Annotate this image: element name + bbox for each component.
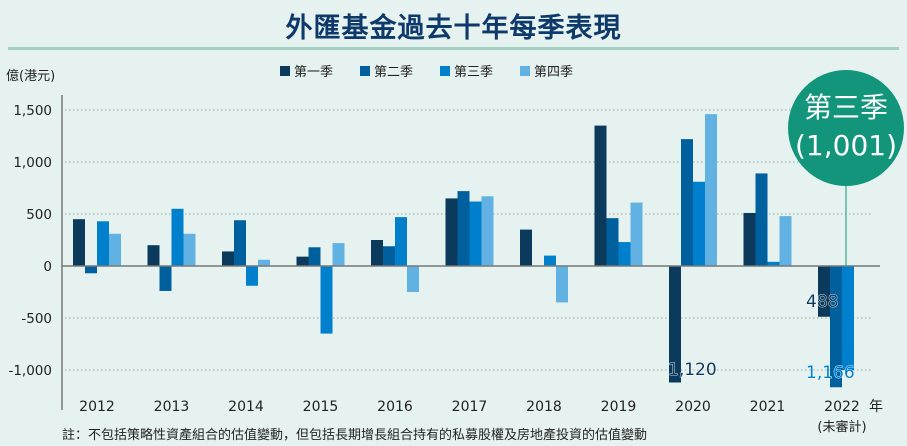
bar-2014-q2 <box>234 220 246 266</box>
bar-2015-q1 <box>296 256 309 266</box>
bar-2021-q3 <box>767 261 780 266</box>
legend-label: 第一季 <box>294 65 333 80</box>
bar-2014-q3 <box>246 266 258 286</box>
x-tick-label: 2020 <box>675 399 711 415</box>
bar-2021-q4 <box>779 216 792 266</box>
bar-2020-q2 <box>681 139 693 266</box>
data-label: 488 <box>806 292 838 312</box>
bar-2014-q1 <box>222 251 234 266</box>
x-tick-sublabel: (未審計) <box>817 419 866 435</box>
x-tick-label: 2017 <box>452 399 488 415</box>
bar-2017-q2 <box>457 191 470 266</box>
bar-2014-q4 <box>258 259 270 266</box>
x-tick-label: 2014 <box>228 399 264 415</box>
legend-label: 第三季 <box>454 65 493 80</box>
bar-2017-q1 <box>445 198 458 266</box>
x-tick-label: 2012 <box>79 399 115 415</box>
bar-2020-q3 <box>693 181 705 266</box>
legend-label: 第二季 <box>374 65 413 80</box>
bar-2017-q4 <box>481 196 494 266</box>
legend-swatch <box>440 66 450 76</box>
x-axis-label: 年 <box>869 399 883 415</box>
y-tick-label: 1,500 <box>13 103 52 119</box>
data-label: 1,166 <box>806 363 855 383</box>
bar-2013-q3 <box>171 208 184 266</box>
bar-2016-q3 <box>395 217 407 266</box>
legend-label: 第四季 <box>534 65 573 80</box>
bar-2012-q2 <box>85 266 97 274</box>
y-tick-label: -500 <box>21 311 52 327</box>
chart-title: 外匯基金過去十年每季表現 <box>285 13 622 44</box>
y-tick-label: 1,000 <box>13 155 52 171</box>
bar-2018-q1 <box>520 229 532 266</box>
bar-2021-q1 <box>743 212 756 266</box>
y-tick-label: -1,000 <box>8 363 52 379</box>
bar-2022-q1 <box>818 266 830 317</box>
legend-swatch <box>280 66 290 76</box>
y-axis-label: 億(港元) <box>6 68 55 84</box>
x-tick-label: 2021 <box>750 399 786 415</box>
callout-bubble <box>788 70 904 186</box>
title-divider <box>8 47 899 50</box>
bar-2017-q3 <box>469 201 482 266</box>
bar-2013-q2 <box>159 266 172 291</box>
y-tick-label: 500 <box>26 207 52 223</box>
bar-2015-q3 <box>320 266 333 334</box>
bar-2020-q1 <box>669 266 681 383</box>
bar-2019-q4 <box>630 202 643 266</box>
x-tick-label: 2016 <box>377 399 413 415</box>
x-tick-label: 2018 <box>526 399 562 415</box>
bar-2016-q4 <box>407 266 419 292</box>
bar-2012-q4 <box>109 233 121 266</box>
bar-2020-q4 <box>705 114 717 266</box>
bar-2019-q2 <box>606 218 619 266</box>
x-tick-label: 2019 <box>601 399 637 415</box>
callout-value: (1,001) <box>795 129 897 162</box>
bar-2016-q1 <box>371 240 383 266</box>
legend-swatch <box>360 66 370 76</box>
x-tick-label: 2022 <box>824 399 860 415</box>
bar-2013-q1 <box>147 245 160 266</box>
bar-2016-q2 <box>383 246 395 266</box>
bar-2018-q3 <box>544 255 556 266</box>
bar-2015-q4 <box>332 243 345 266</box>
x-tick-label: 2015 <box>303 399 339 415</box>
bar-2019-q1 <box>594 125 607 266</box>
data-label: 1,120 <box>668 360 717 380</box>
bar-2019-q3 <box>618 242 631 266</box>
bar-2013-q4 <box>183 233 196 266</box>
bar-2012-q3 <box>97 221 109 266</box>
bar-2022-q2 <box>830 266 842 388</box>
bar-2012-q1 <box>73 219 85 266</box>
y-tick-label: 0 <box>43 259 52 275</box>
legend-swatch <box>520 66 530 76</box>
x-tick-label: 2013 <box>154 399 190 415</box>
bar-2021-q2 <box>755 173 768 266</box>
bar-2022-q3 <box>842 266 854 371</box>
bar-2018-q4 <box>556 266 568 303</box>
callout-title: 第三季 <box>804 91 888 124</box>
footnote: 註：不包括策略性資產組合的估值變動，但包括長期增長組合持有的私募股權及房地產投資… <box>62 428 648 443</box>
bar-2015-q2 <box>308 247 321 266</box>
